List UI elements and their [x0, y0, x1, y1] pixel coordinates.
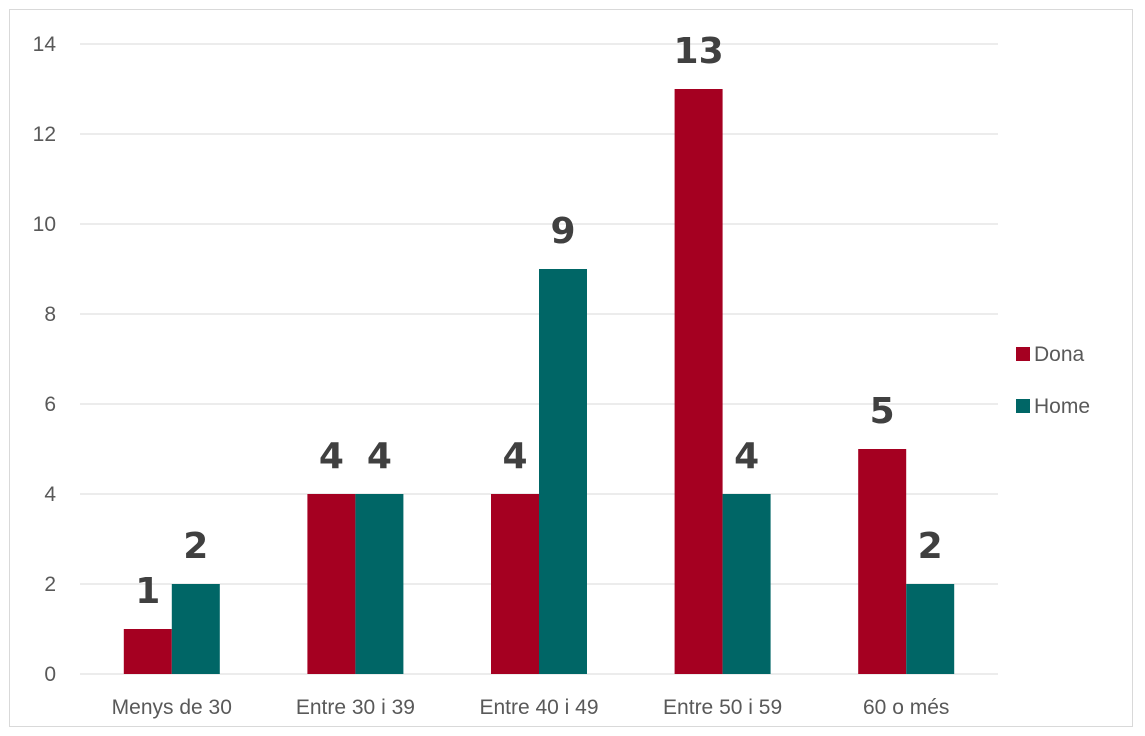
- bar-dona-1: [307, 494, 356, 674]
- data-label: 1: [135, 571, 160, 612]
- data-label: 4: [367, 436, 392, 477]
- x-category-label: 60 o més: [863, 696, 949, 719]
- y-tick-label: 6: [44, 393, 56, 416]
- bar-dona-4: [858, 449, 907, 674]
- bar-dona-3: [674, 89, 723, 674]
- y-tick-label: 10: [33, 213, 56, 236]
- y-tick-label: 0: [44, 663, 56, 686]
- bar-home-4: [906, 584, 955, 674]
- y-tick-label: 4: [44, 483, 56, 506]
- data-label: 5: [870, 391, 895, 432]
- data-label: 13: [674, 31, 724, 72]
- y-tick-label: 14: [33, 33, 57, 56]
- legend-label-dona: Dona: [1034, 343, 1085, 366]
- y-tick-label: 2: [44, 573, 56, 596]
- legend-swatch-home: [1016, 399, 1030, 413]
- data-label: 4: [319, 436, 344, 477]
- bar-home-2: [539, 269, 587, 674]
- bar-home-1: [355, 494, 404, 674]
- x-category-label: Menys de 30: [112, 696, 232, 719]
- legend-label-home: Home: [1034, 395, 1090, 418]
- data-label: 2: [918, 526, 943, 567]
- y-tick-label: 12: [33, 123, 56, 146]
- bar-dona-0: [123, 629, 172, 674]
- data-label: 4: [502, 436, 527, 477]
- bar-dona-2: [491, 494, 539, 674]
- bar-home-3: [722, 494, 771, 674]
- x-category-label: Entre 50 i 59: [663, 696, 782, 719]
- data-label: 2: [183, 526, 208, 567]
- y-tick-label: 8: [44, 303, 56, 326]
- x-category-label: Entre 40 i 49: [479, 696, 598, 719]
- data-label: 4: [734, 436, 759, 477]
- x-category-label: Entre 30 i 39: [296, 696, 415, 719]
- data-label: 9: [550, 211, 575, 252]
- bar-home-0: [171, 584, 220, 674]
- legend-swatch-dona: [1016, 347, 1030, 361]
